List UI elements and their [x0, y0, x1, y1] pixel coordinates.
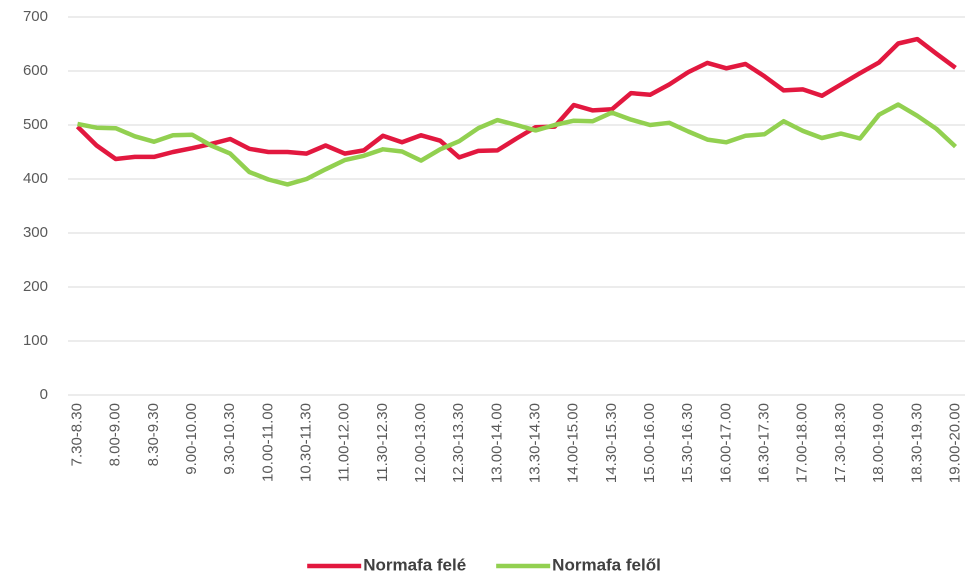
- x-tick-label: 8.00-9.00: [107, 403, 124, 466]
- x-tick-label: 14.30-15.30: [603, 403, 620, 483]
- x-tick-label: 11.30-12.30: [374, 403, 391, 482]
- y-tick-label: 0: [40, 386, 48, 403]
- x-tick-label: 10.30-11.30: [298, 403, 315, 482]
- y-tick-label: 300: [23, 224, 48, 241]
- x-tick-label: 9.00-10.00: [183, 403, 200, 475]
- x-tick-label: 14.00-15.00: [565, 403, 582, 483]
- x-tick-label: 17.30-18.30: [832, 403, 849, 483]
- x-tick-label: 8.30-9.30: [145, 403, 162, 466]
- x-tick-label: 11.00-12.00: [336, 403, 353, 482]
- x-tick-label: 19.00-20.00: [946, 403, 963, 483]
- x-tick-label: 13.00-14.00: [488, 403, 505, 483]
- x-tick-label: 7.30-8.30: [69, 403, 86, 466]
- x-tick-label: 9.30-10.30: [221, 403, 238, 475]
- x-tick-label: 15.00-16.00: [641, 403, 658, 483]
- x-tick-label: 18.00-19.00: [870, 403, 887, 483]
- y-tick-label: 100: [23, 332, 48, 349]
- series-line: [77, 102, 958, 187]
- y-tick-label: 600: [23, 62, 48, 79]
- legend-label: Normafa felől: [552, 555, 661, 574]
- legend-label: Normafa felé: [363, 555, 466, 574]
- y-tick-label: 200: [23, 278, 48, 295]
- x-tick-label: 16.30-17.30: [756, 403, 773, 483]
- x-tick-label: 17.00-18.00: [794, 403, 811, 483]
- x-tick-label: 13.30-14.30: [527, 403, 544, 483]
- x-tick-label: 18.30-19.30: [908, 403, 925, 483]
- x-tick-label: 10.00-11.00: [259, 403, 276, 482]
- y-tick-label: 400: [23, 170, 48, 187]
- series-line: [75, 36, 957, 162]
- y-tick-label: 500: [23, 116, 48, 133]
- y-tick-label: 700: [23, 8, 48, 25]
- x-tick-label: 15.30-16.30: [679, 403, 696, 483]
- x-tick-label: 12.30-13.30: [450, 403, 467, 483]
- x-tick-label: 16.00-17.00: [717, 403, 734, 483]
- x-tick-label: 12.00-13.00: [412, 403, 429, 483]
